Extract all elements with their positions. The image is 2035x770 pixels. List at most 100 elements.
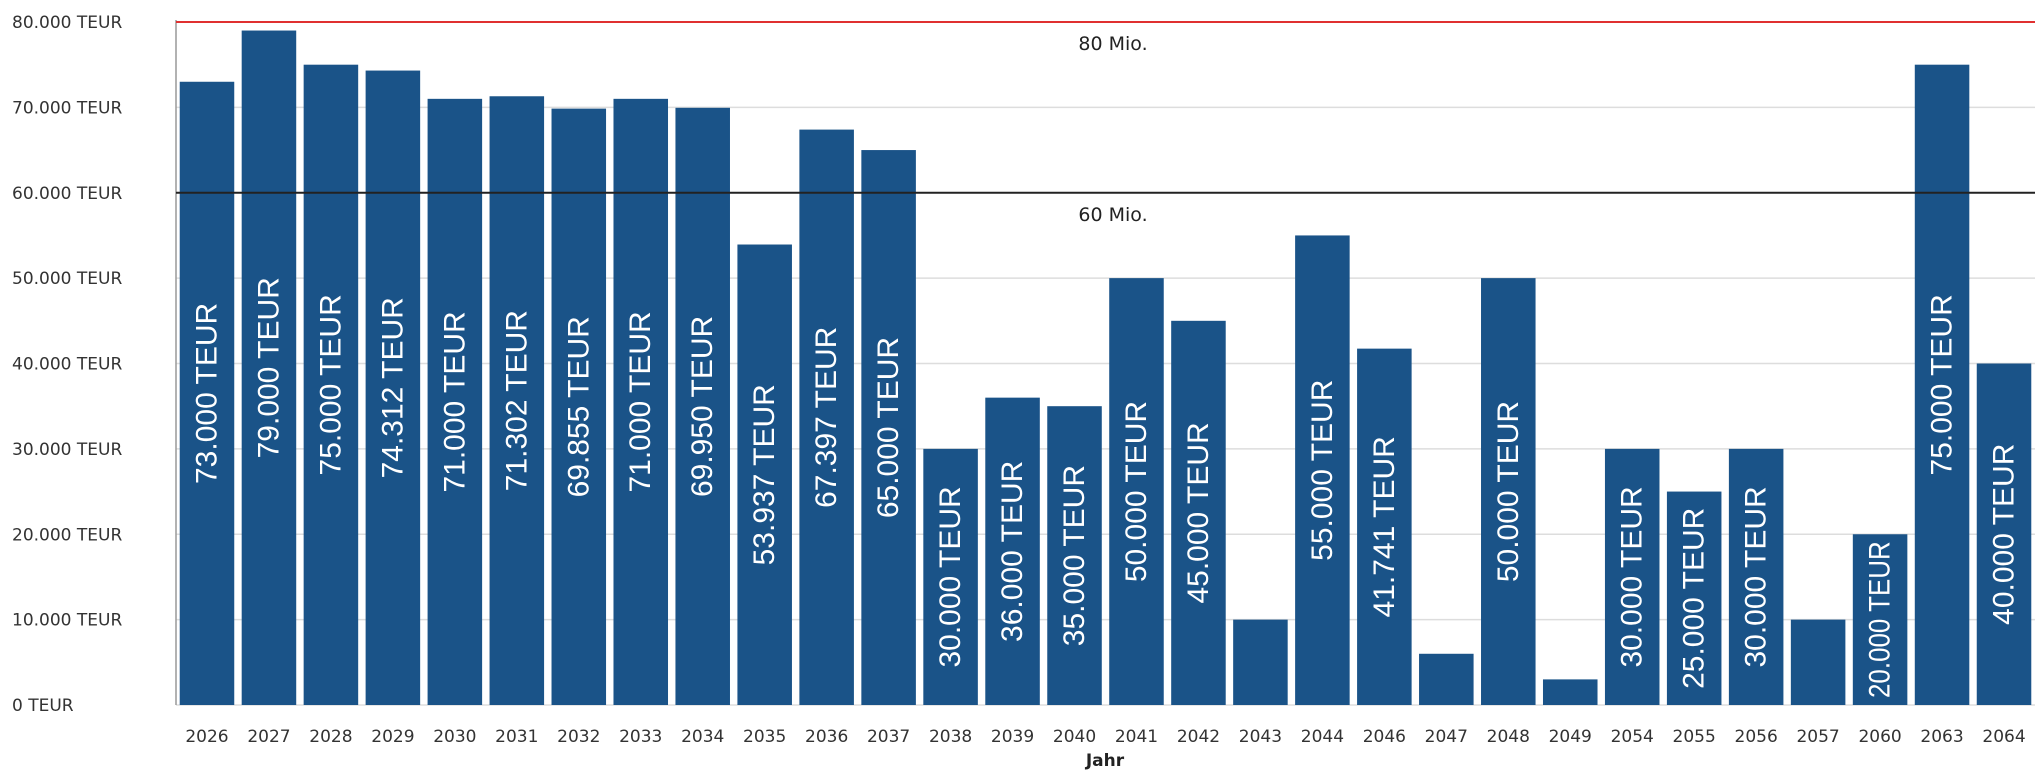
y-axis: 0 TEUR 10.000 TEUR 20.000 TEUR 30.000 TEUR 4… (12, 13, 177, 716)
x-tick-label: 2035 (743, 727, 786, 747)
bar[interactable] (241, 30, 297, 706)
bar[interactable] (923, 448, 978, 705)
bar-data-label: 41.741 TEUR (1368, 436, 1401, 617)
bar-data-label: 71.000 TEUR (624, 311, 657, 492)
bar[interactable] (1047, 406, 1102, 705)
bar-data-label: 30.000 TEUR (1740, 486, 1773, 667)
x-tick-label: 2056 (1735, 727, 1778, 747)
x-tick-label: 2049 (1549, 727, 1592, 747)
bar-data-label: 69.855 TEUR (562, 316, 595, 497)
bars: 73.000 TEUR 79.000 TEUR 75.000 TEUR 74.312 … (179, 30, 2032, 706)
x-tick-label: 2038 (929, 727, 972, 747)
bar-data-label: 73.000 TEUR (190, 303, 223, 484)
x-tick-label: 2026 (185, 727, 228, 747)
bar-data-label: 45.000 TEUR (1182, 422, 1215, 603)
y-tick-label: 60.000 TEUR (12, 184, 122, 204)
bar[interactable] (1852, 534, 1908, 705)
x-tick-label: 2043 (1239, 727, 1282, 747)
bar[interactable] (1109, 278, 1164, 705)
bar[interactable] (489, 96, 545, 706)
y-tick-label: 0 TEUR (12, 696, 74, 716)
bar[interactable] (1790, 619, 1846, 705)
bar[interactable] (427, 98, 483, 705)
x-tick-label: 2037 (867, 727, 910, 747)
x-tick-label: 2028 (309, 727, 352, 747)
x-tick-label: 2034 (681, 727, 724, 747)
bar-data-label: 75.000 TEUR (314, 294, 347, 475)
bar-data-label: 69.950 TEUR (686, 316, 719, 497)
bar[interactable] (179, 81, 235, 705)
bar-data-label: 50.000 TEUR (1120, 401, 1153, 582)
x-tick-label: 2032 (557, 727, 600, 747)
bar[interactable] (1295, 235, 1350, 705)
bar-data-label: 55.000 TEUR (1306, 380, 1339, 561)
x-tick-label: 2042 (1177, 727, 1220, 747)
bar-data-label: 75.000 TEUR (1926, 294, 1959, 475)
reference-line-label: 80 Mio. (1078, 33, 1147, 55)
y-tick-label: 80.000 TEUR (12, 13, 122, 33)
x-tick-label: 2060 (1858, 727, 1901, 747)
bar-data-label: 25.000 TEUR (1678, 508, 1711, 689)
bar-data-label: 71.302 TEUR (500, 310, 533, 491)
x-tick-label: 2030 (433, 727, 476, 747)
y-tick-label: 50.000 TEUR (12, 269, 122, 289)
bar-data-label: 71.000 TEUR (438, 311, 471, 492)
y-tick-label: 40.000 TEUR (12, 355, 122, 375)
bar[interactable] (1357, 348, 1412, 705)
bar-data-label: 53.937 TEUR (748, 384, 781, 565)
y-tick-label: 20.000 TEUR (12, 525, 122, 545)
x-tick-label: 2046 (1363, 727, 1406, 747)
bar[interactable] (1728, 448, 1784, 705)
x-tick-label: 2048 (1487, 727, 1530, 747)
bar-data-label: 79.000 TEUR (252, 277, 285, 458)
bar-data-label: 30.000 TEUR (934, 486, 967, 667)
bar[interactable] (365, 70, 421, 706)
bar[interactable] (303, 64, 359, 705)
bar[interactable] (1604, 448, 1660, 705)
bar[interactable] (675, 107, 730, 705)
x-tick-label: 2036 (805, 727, 848, 747)
bar[interactable] (799, 129, 854, 705)
y-tick-label: 30.000 TEUR (12, 440, 122, 460)
x-tick-label: 2055 (1673, 727, 1716, 747)
bar-data-label: 74.312 TEUR (376, 297, 409, 478)
bar[interactable] (861, 150, 916, 705)
x-axis: 2026 2027 2028 2029 2030 2031 2032 2033 2034 2035… (185, 727, 2025, 747)
y-tick-label: 70.000 TEUR (12, 98, 122, 118)
bar[interactable] (737, 244, 792, 705)
bar-data-label: 30.000 TEUR (1616, 486, 1649, 667)
x-tick-label: 2047 (1425, 727, 1468, 747)
x-tick-label: 2064 (1982, 727, 2025, 747)
x-tick-label: 2040 (1053, 727, 1096, 747)
bar[interactable] (1233, 619, 1288, 705)
x-tick-label: 2063 (1920, 727, 1963, 747)
bar[interactable] (985, 397, 1040, 705)
bar-data-label: 65.000 TEUR (872, 337, 905, 518)
bar[interactable] (1542, 679, 1598, 705)
bar[interactable] (1976, 363, 2032, 706)
bar[interactable] (551, 108, 607, 706)
x-tick-label: 2054 (1611, 727, 1654, 747)
bar[interactable] (1419, 653, 1474, 705)
x-tick-label: 2057 (1796, 727, 1839, 747)
x-tick-label: 2033 (619, 727, 662, 747)
bar-data-label: 35.000 TEUR (1058, 465, 1091, 646)
x-tick-label: 2041 (1115, 727, 1158, 747)
x-tick-label: 2029 (371, 727, 414, 747)
x-tick-label: 2031 (495, 727, 538, 747)
x-tick-label: 2044 (1301, 727, 1344, 747)
bar-data-label: 40.000 TEUR (1988, 444, 2021, 625)
x-axis-title: Jahr (1085, 751, 1125, 770)
bar[interactable] (1666, 491, 1722, 705)
bar-data-label: 67.397 TEUR (810, 327, 843, 508)
bar[interactable] (1914, 64, 1970, 705)
bar[interactable] (1171, 320, 1226, 705)
reference-lines: 80 Mio. 60 Mio. (176, 21, 2035, 226)
bar-data-label: 36.000 TEUR (996, 461, 1029, 642)
bar[interactable] (613, 98, 669, 705)
reference-line-label: 60 Mio. (1078, 204, 1147, 226)
bar[interactable] (1481, 278, 1536, 705)
bar-data-label: 20.000 TEUR (1864, 541, 1897, 698)
x-tick-label: 2027 (247, 727, 290, 747)
